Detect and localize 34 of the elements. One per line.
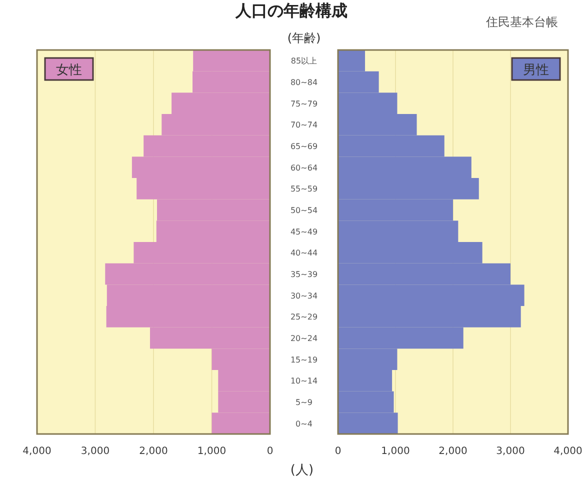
x-axis-title: (人) [290,463,314,478]
y-tick-label: 60~64 [290,163,318,172]
y-tick-label: 25~29 [290,312,318,322]
chart-title: 人口の年齢構成 [234,1,348,20]
x-tick-label: 3,000 [80,446,110,457]
x-tick-label: 1,000 [197,446,226,457]
y-tick-label: 85以上 [290,56,318,66]
text: 住民基本台帳 [485,15,558,29]
text: 男性 [523,63,549,78]
x-tick-label: 4,000 [22,446,52,457]
text: 女性 [56,63,82,78]
y-tick-label: 20~24 [290,334,318,343]
y-tick-label: 30~34 [290,291,318,300]
y-tick-label: 15~19 [290,355,318,364]
y-tick-label: 55~59 [290,184,318,194]
x-tick-label: 2,000 [139,446,168,457]
x-tick-label: 4,000 [554,446,582,457]
y-tick-label: 80~84 [290,78,318,87]
x-tick-label: 2,000 [438,446,468,457]
y-tick-label: 5~9 [296,398,312,407]
y-tick-label: 50~54 [290,206,318,215]
x-tick-label: 0 [266,446,274,457]
x-tick-label: 3,000 [496,446,525,457]
y-tick-label: 10~14 [290,376,318,386]
y-tick-label: 35~39 [290,270,318,279]
y-tick-label: 40~44 [290,248,318,258]
y-axis-title: (年齢) [287,31,321,45]
x-tick-label: 0 [334,446,342,457]
x-tick-label: 1,000 [381,446,410,457]
y-tick-label: 70~74 [290,120,318,130]
y-tick-label: 65~69 [290,142,318,151]
y-tick-label: 75~79 [290,99,318,108]
y-tick-label: 45~49 [290,227,318,236]
y-tick-label: 0~4 [296,419,312,428]
